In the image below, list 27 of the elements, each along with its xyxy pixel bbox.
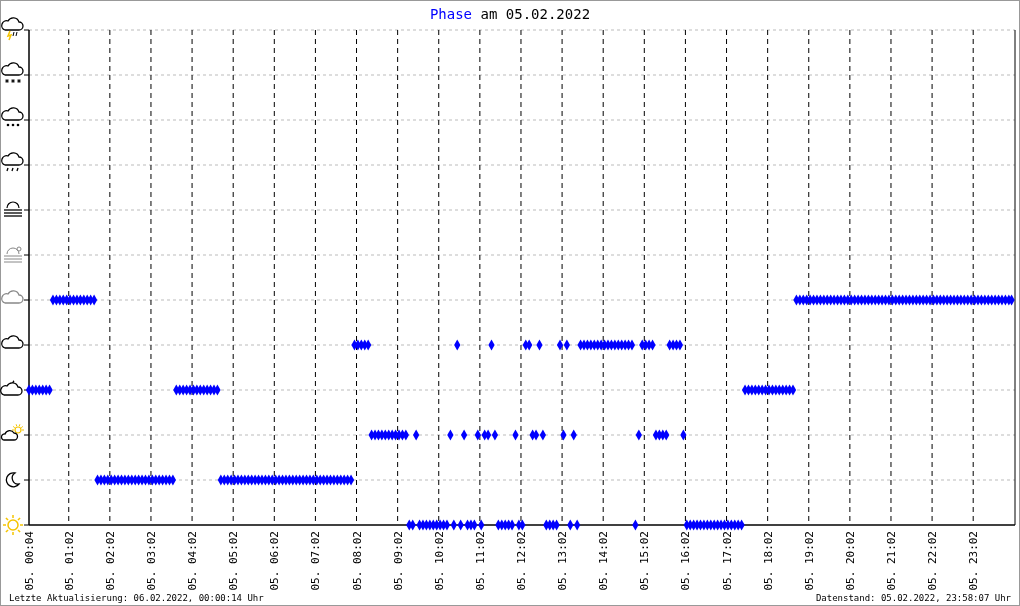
x-tick-label: 05. 07:02 [309,531,323,591]
x-tick-label: 05. 01:02 [62,531,76,591]
x-tick-label: 05. 09:02 [391,531,405,591]
x-tick-label: 05. 12:02 [514,531,528,591]
x-tick-label: 05. 16:02 [679,531,693,591]
x-tick-label: 05. 03:02 [144,531,158,591]
x-tick-label: 05. 00:04 [23,530,36,591]
x-tick-label: 05. 11:02 [473,531,487,591]
x-tick-label: 05. 23:02 [967,531,981,591]
x-tick-label: 05. 17:02 [720,531,734,591]
x-tick-label: 05. 13:02 [556,531,570,591]
text: Datenstand: 05.02.2022, 23:58:07 Uhr [815,593,1012,603]
x-tick-label: 05. 05:02 [227,531,241,591]
x-tick-label: 05. 22:02 [926,531,940,591]
x-tick-label: 05. 14:02 [597,531,611,591]
chart-title: Phase am 05.02.2022 [429,6,591,22]
x-tick-label: 05. 04:02 [186,531,200,591]
x-tick-label: 05. 21:02 [884,531,898,591]
x-tick-label: 05. 15:02 [638,531,652,591]
x-tick-label: 05. 08:02 [350,531,364,591]
x-tick-label: 05. 02:02 [103,531,117,591]
x-tick-label: 05. 19:02 [802,531,816,591]
x-tick-label: 05. 20:02 [843,531,857,591]
x-tick-label: 05. 18:02 [761,531,775,591]
text: Letzte Aktualisierung: 06.02.2022, 00:00:14 Uhr [9,593,265,603]
x-tick-label: 05. 10:02 [432,531,446,591]
x-tick-label: 05. 06:02 [268,531,282,591]
